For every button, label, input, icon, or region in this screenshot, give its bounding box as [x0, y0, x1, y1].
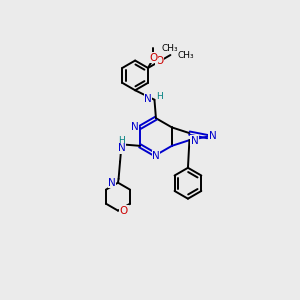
Text: N: N: [108, 178, 116, 188]
Text: N: N: [209, 131, 216, 141]
Text: N: N: [190, 136, 198, 146]
Text: N: N: [131, 122, 139, 132]
Text: H: H: [156, 92, 163, 101]
Text: CH₃: CH₃: [161, 44, 178, 52]
Text: N: N: [144, 94, 152, 103]
Text: H: H: [118, 136, 125, 145]
Text: N: N: [118, 143, 125, 153]
Text: O: O: [155, 56, 164, 66]
Text: O: O: [149, 53, 158, 63]
Text: N: N: [152, 151, 160, 160]
Text: O: O: [120, 206, 128, 216]
Text: CH₃: CH₃: [178, 50, 194, 59]
